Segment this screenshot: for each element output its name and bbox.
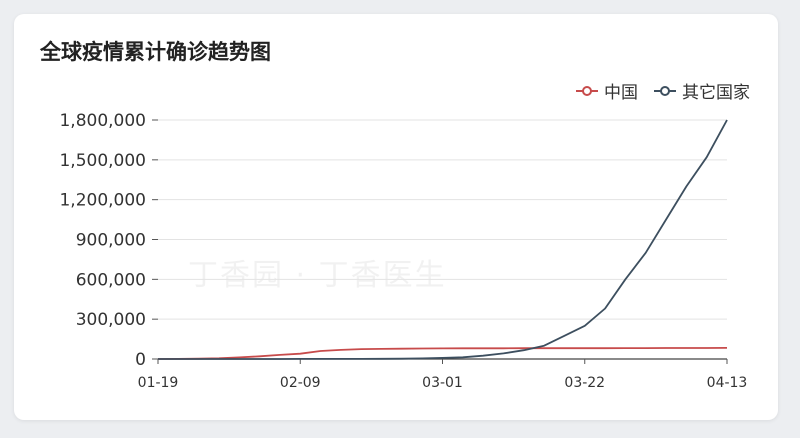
y-tick-label: 600,000 <box>76 270 146 290</box>
legend-marker-china <box>576 85 598 96</box>
y-tick-label: 1,500,000 <box>59 151 146 171</box>
y-tick-label: 0 <box>135 350 146 370</box>
legend-item-china[interactable]: 中国 <box>576 78 638 103</box>
x-tick-label: 01-19 <box>138 375 179 391</box>
series-line-china <box>157 347 728 360</box>
chart-title: 全球疫情累计确诊趋势图 <box>40 40 271 64</box>
x-tick-label: 02-09 <box>280 375 321 391</box>
legend-label-other-countries: 其它国家 <box>682 83 750 103</box>
y-tick-label: 1,800,000 <box>59 111 146 131</box>
legend-item-other-countries[interactable]: 其它国家 <box>654 78 750 103</box>
x-tick-label: 04-13 <box>707 375 748 391</box>
series-line-other-countries <box>158 119 728 360</box>
y-tick-label: 300,000 <box>76 310 146 330</box>
y-tick-label: 1,200,000 <box>59 191 146 211</box>
legend-label-china: 中国 <box>604 83 638 103</box>
x-tick-label: 03-22 <box>564 375 605 391</box>
legend: 中国 其它国家 <box>576 78 750 103</box>
x-tick-label: 03-01 <box>422 375 463 391</box>
chart-card <box>14 14 778 420</box>
watermark: 丁香园 · 丁香医生 <box>188 258 447 293</box>
y-tick-label: 900,000 <box>76 231 146 251</box>
legend-marker-other-countries <box>654 85 676 96</box>
